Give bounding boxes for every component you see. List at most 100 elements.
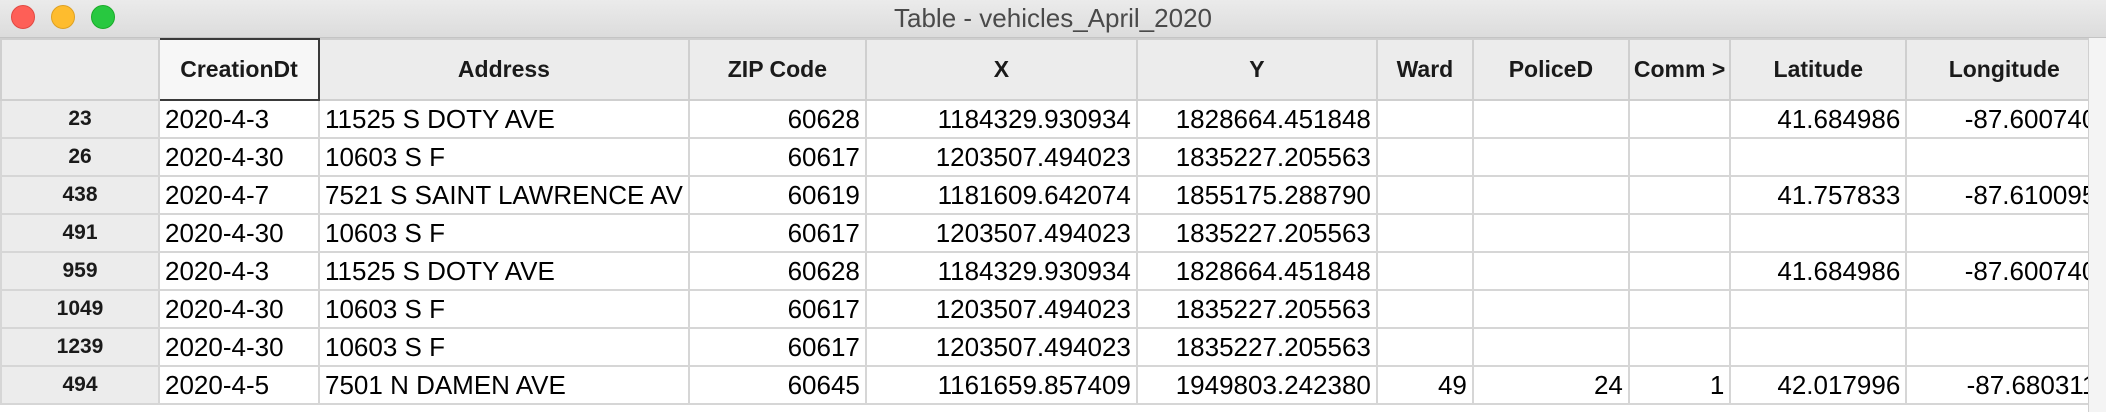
cell-ward[interactable]	[1375, 137, 1474, 177]
cell-latitude[interactable]: 41.684986	[1729, 251, 1908, 291]
corner-header[interactable]	[0, 38, 160, 101]
cell-comm[interactable]	[1627, 289, 1732, 329]
cell-longitude[interactable]: -87.610095	[1905, 175, 2104, 215]
cell-zip-code[interactable]: 60617	[687, 137, 867, 177]
cell-y[interactable]: 1828664.451848	[1135, 99, 1378, 139]
cell-creationdt[interactable]: 2020-4-30	[158, 137, 320, 177]
cell-x[interactable]: 1181609.642074	[864, 175, 1138, 215]
cell-x[interactable]: 1203507.494023	[864, 289, 1138, 329]
zoom-window-button[interactable]	[91, 5, 115, 29]
cell-policed[interactable]	[1471, 213, 1630, 253]
cell-latitude[interactable]	[1729, 289, 1908, 329]
cell-x[interactable]: 1184329.930934	[864, 99, 1138, 139]
cell-latitude[interactable]	[1729, 213, 1908, 253]
cell-latitude[interactable]: 42.017996	[1729, 365, 1908, 405]
column-header-address[interactable]: Address	[318, 38, 690, 101]
cell-address[interactable]: 10603 S F	[318, 327, 690, 367]
minimize-window-button[interactable]	[51, 5, 75, 29]
row-header[interactable]: 494	[0, 365, 160, 405]
cell-longitude[interactable]	[1905, 327, 2104, 367]
cell-y[interactable]: 1835227.205563	[1135, 137, 1378, 177]
cell-policed[interactable]	[1471, 289, 1630, 329]
cell-x[interactable]: 1203507.494023	[864, 137, 1138, 177]
cell-comm[interactable]	[1627, 213, 1732, 253]
column-header-y[interactable]: Y	[1135, 38, 1378, 101]
cell-policed[interactable]	[1471, 99, 1630, 139]
cell-policed[interactable]: 24	[1471, 365, 1630, 405]
vertical-scrollbar[interactable]	[2088, 38, 2106, 412]
cell-comm[interactable]	[1627, 137, 1732, 177]
cell-address[interactable]: 10603 S F	[318, 289, 690, 329]
table-row[interactable]: 23 2020-4-3 11525 S DOTY AVE 60628 1184329.9…	[0, 99, 2104, 139]
close-window-button[interactable]	[11, 5, 35, 29]
row-header[interactable]: 491	[0, 213, 160, 253]
cell-zip-code[interactable]: 60645	[687, 365, 867, 405]
column-header-policed[interactable]: PoliceD	[1471, 38, 1630, 101]
cell-longitude[interactable]	[1905, 137, 2104, 177]
cell-comm[interactable]	[1627, 327, 1732, 367]
cell-ward[interactable]	[1375, 99, 1474, 139]
cell-address[interactable]: 10603 S F	[318, 213, 690, 253]
row-header[interactable]: 26	[0, 137, 160, 177]
cell-address[interactable]: 11525 S DOTY AVE	[318, 251, 690, 291]
column-header-comm[interactable]: Comm >	[1627, 38, 1732, 101]
cell-creationdt[interactable]: 2020-4-7	[158, 175, 320, 215]
cell-address[interactable]: 11525 S DOTY AVE	[318, 99, 690, 139]
cell-y[interactable]: 1949803.242380	[1135, 365, 1378, 405]
cell-creationdt[interactable]: 2020-4-30	[158, 289, 320, 329]
cell-y[interactable]: 1835227.205563	[1135, 327, 1378, 367]
cell-zip-code[interactable]: 60628	[687, 251, 867, 291]
cell-x[interactable]: 1203507.494023	[864, 327, 1138, 367]
cell-address[interactable]: 7501 N DAMEN AVE	[318, 365, 690, 405]
cell-latitude[interactable]: 41.684986	[1729, 99, 1908, 139]
cell-policed[interactable]	[1471, 137, 1630, 177]
cell-latitude[interactable]	[1729, 327, 1908, 367]
cell-y[interactable]: 1835227.205563	[1135, 213, 1378, 253]
cell-zip-code[interactable]: 60617	[687, 289, 867, 329]
table-row[interactable]: 494 2020-4-5 7501 N DAMEN AVE 60645 1161659.…	[0, 365, 2104, 405]
cell-zip-code[interactable]: 60617	[687, 327, 867, 367]
data-table-view[interactable]: CreationDt Address ZIP Code X Y Ward Pol…	[0, 38, 2106, 412]
row-header[interactable]: 23	[0, 99, 160, 139]
cell-longitude[interactable]	[1905, 213, 2104, 253]
cell-creationdt[interactable]: 2020-4-5	[158, 365, 320, 405]
column-header-latitude[interactable]: Latitude	[1729, 38, 1908, 101]
cell-ward[interactable]	[1375, 327, 1474, 367]
cell-y[interactable]: 1828664.451848	[1135, 251, 1378, 291]
cell-creationdt[interactable]: 2020-4-30	[158, 213, 320, 253]
cell-creationdt[interactable]: 2020-4-3	[158, 99, 320, 139]
cell-latitude[interactable]: 41.757833	[1729, 175, 1908, 215]
cell-ward[interactable]	[1375, 289, 1474, 329]
column-header-longitude[interactable]: Longitude	[1905, 38, 2104, 101]
row-header[interactable]: 1239	[0, 327, 160, 367]
column-header-zip-code[interactable]: ZIP Code	[687, 38, 867, 101]
cell-ward[interactable]: 49	[1375, 365, 1474, 405]
cell-ward[interactable]	[1375, 175, 1474, 215]
cell-comm[interactable]	[1627, 251, 1732, 291]
cell-latitude[interactable]	[1729, 137, 1908, 177]
cell-address[interactable]: 10603 S F	[318, 137, 690, 177]
cell-zip-code[interactable]: 60617	[687, 213, 867, 253]
row-header[interactable]: 1049	[0, 289, 160, 329]
cell-longitude[interactable]: -87.680311	[1905, 365, 2104, 405]
cell-longitude[interactable]: -87.600740	[1905, 251, 2104, 291]
table-row[interactable]: 1239 2020-4-30 10603 S F 60617 1203507.49402…	[0, 327, 2104, 367]
cell-zip-code[interactable]: 60619	[687, 175, 867, 215]
table-row[interactable]: 438 2020-4-7 7521 S SAINT LAWRENCE AV 60619…	[0, 175, 2104, 215]
cell-longitude[interactable]	[1905, 289, 2104, 329]
cell-ward[interactable]	[1375, 213, 1474, 253]
cell-comm[interactable]	[1627, 99, 1732, 139]
cell-y[interactable]: 1855175.288790	[1135, 175, 1378, 215]
table-row[interactable]: 959 2020-4-3 11525 S DOTY AVE 60628 1184329.…	[0, 251, 2104, 291]
column-header-x[interactable]: X	[864, 38, 1138, 101]
cell-zip-code[interactable]: 60628	[687, 99, 867, 139]
cell-comm[interactable]	[1627, 175, 1732, 215]
cell-creationdt[interactable]: 2020-4-30	[158, 327, 320, 367]
row-header[interactable]: 959	[0, 251, 160, 291]
table-row[interactable]: 1049 2020-4-30 10603 S F 60617 1203507.49402…	[0, 289, 2104, 329]
column-header-creationdt[interactable]: CreationDt	[158, 38, 320, 101]
table-row[interactable]: 491 2020-4-30 10603 S F 60617 1203507.494023…	[0, 213, 2104, 253]
cell-x[interactable]: 1203507.494023	[864, 213, 1138, 253]
cell-policed[interactable]	[1471, 251, 1630, 291]
cell-comm[interactable]: 1	[1627, 365, 1732, 405]
